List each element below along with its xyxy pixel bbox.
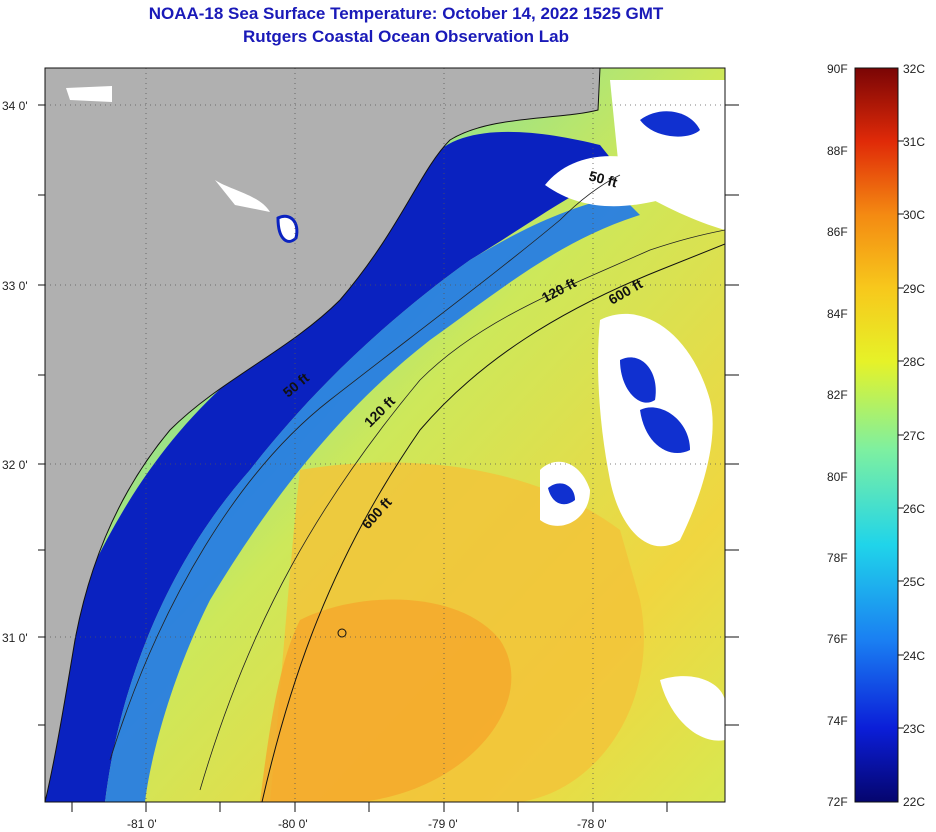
colorbar-c-label: 30C [903, 208, 925, 222]
isobath-50ft [109, 174, 621, 761]
lat-label: 34 0' [2, 99, 28, 113]
land-coastline [45, 68, 601, 802]
hot-core-area [260, 599, 512, 802]
cloud-gap-water [640, 407, 690, 454]
colorbar-c-label: 24C [903, 649, 925, 663]
lat-label: 31 0' [2, 631, 28, 645]
plot-frame [44, 67, 726, 803]
lon-label: -81 0' [127, 817, 157, 831]
colorbar-f-label: 78F [827, 551, 848, 565]
colorbar-c-label: 29C [903, 282, 925, 296]
cloud-gap-water [548, 483, 575, 505]
axis-ticks [38, 104, 739, 812]
colorbar-f-label: 82F [827, 388, 848, 402]
colorbar-c-label: 22C [903, 795, 925, 809]
cloud-gap-water [620, 357, 656, 403]
colorbar-c-label: 23C [903, 722, 925, 736]
colorbar-f-label: 76F [827, 632, 848, 646]
cloud-patch [215, 180, 270, 212]
graticule [45, 68, 725, 802]
map-title: NOAA-18 Sea Surface Temperature: October… [148, 4, 664, 23]
lat-label: 32 0' [2, 458, 28, 472]
colorbar-c-label: 26C [903, 502, 925, 516]
colorbar-ticks [898, 140, 904, 729]
colorbar-f-label: 84F [827, 307, 848, 321]
cloud-patch [660, 676, 725, 741]
colorbar-c-label: 31C [903, 135, 925, 149]
small-contour-ring [337, 628, 347, 638]
colorbar-c-label: 32C [903, 62, 925, 76]
cloud-patch [610, 80, 725, 230]
cloud-gap-water [640, 111, 700, 137]
map-subtitle: Rutgers Coastal Ocean Observation Lab [243, 27, 569, 46]
colorbar-f-label: 80F [827, 470, 848, 484]
colorbar-c-label: 27C [903, 429, 925, 443]
contour-label-50ft: 50 ft [587, 167, 619, 190]
colorbar [854, 67, 899, 803]
colorbar-f-label: 86F [827, 225, 848, 239]
colorbar-f-label: 90F [827, 62, 848, 76]
colorbar-f-label: 88F [827, 144, 848, 158]
lat-label: 33 0' [2, 279, 28, 293]
isobath-600ft [261, 243, 725, 802]
colorbar-f-label: 74F [827, 714, 848, 728]
cloud-patch [66, 86, 112, 102]
isobath-120ft [199, 229, 725, 791]
lake-marker [276, 214, 299, 243]
lon-label: -80 0' [278, 817, 308, 831]
colorbar-c-label: 25C [903, 575, 925, 589]
colorbar-c-label: 28C [903, 355, 925, 369]
cold-shelf-water [45, 131, 620, 802]
colorbar-f-label: 72F [827, 795, 848, 809]
lon-label: -78 0' [577, 817, 607, 831]
lon-label: -79 0' [428, 817, 458, 831]
